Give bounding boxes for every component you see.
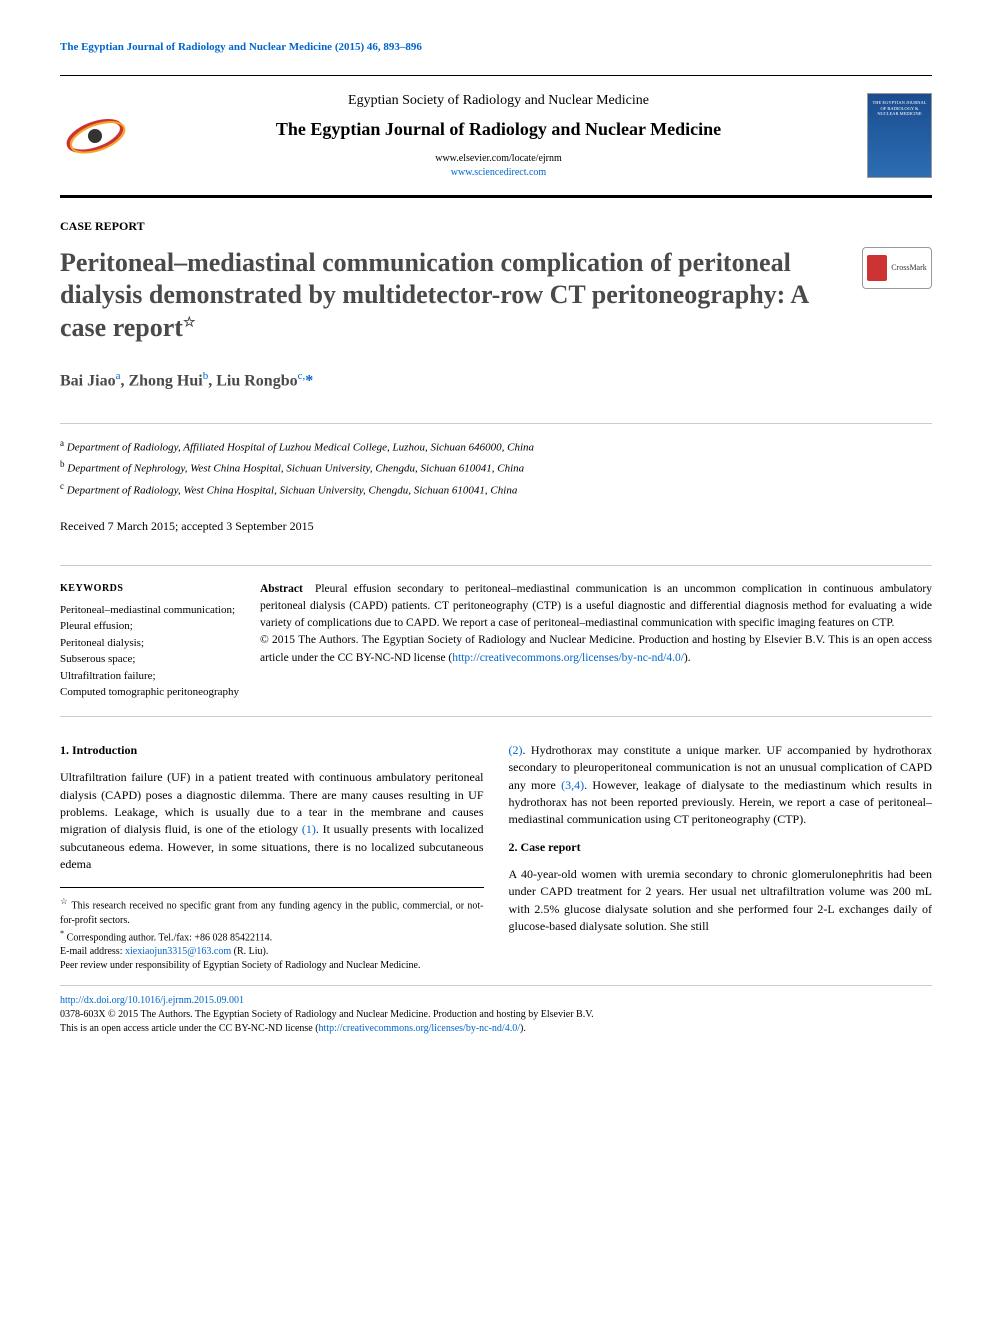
corresponding-asterisk: * bbox=[305, 373, 313, 390]
footnote-email: E-mail address: xiexiaojun3315@163.com (… bbox=[60, 945, 484, 959]
email-link[interactable]: xiexiaojun3315@163.com bbox=[125, 946, 231, 957]
footnote-peer-review: Peer review under responsibility of Egyp… bbox=[60, 959, 484, 973]
page-footer: http://dx.doi.org/10.1016/j.ejrnm.2015.0… bbox=[60, 985, 932, 1036]
footnote-funding: ☆ This research received no specific gra… bbox=[60, 896, 484, 927]
cc-license-link[interactable]: http://creativecommons.org/licenses/by-n… bbox=[452, 652, 684, 664]
ref-2[interactable]: (2) bbox=[509, 743, 523, 757]
authors: Bai Jiaoa, Zhong Huib, Liu Rongboc,* bbox=[60, 369, 932, 393]
doi-link[interactable]: http://dx.doi.org/10.1016/j.ejrnm.2015.0… bbox=[60, 994, 932, 1008]
title-text: Peritoneal–mediastinal communication com… bbox=[60, 248, 808, 342]
section-2-heading: 2. Case report bbox=[509, 839, 933, 856]
title-row: Peritoneal–mediastinal communication com… bbox=[60, 247, 932, 345]
intro-continuation: (2). Hydrothorax may constitute a unique… bbox=[509, 742, 933, 829]
author-3: Liu Rongbo bbox=[216, 373, 297, 390]
footer-issn: 0378-603X © 2015 The Authors. The Egypti… bbox=[60, 1008, 932, 1022]
footnote-corresponding: * Corresponding author. Tel./fax: +86 02… bbox=[60, 928, 484, 945]
body-column-right: (2). Hydrothorax may constitute a unique… bbox=[509, 742, 933, 973]
page-container: The Egyptian Journal of Radiology and Nu… bbox=[0, 0, 992, 1076]
abstract-column: Abstract Pleural effusion secondary to p… bbox=[260, 581, 932, 701]
body-column-left: 1. Introduction Ultrafiltration failure … bbox=[60, 742, 484, 973]
affiliation-c: c Department of Radiology, West China Ho… bbox=[60, 479, 932, 500]
author-2: Zhong Hui bbox=[128, 373, 202, 390]
journal-title: The Egyptian Journal of Radiology and Nu… bbox=[150, 117, 847, 142]
society-name: Egyptian Society of Radiology and Nuclea… bbox=[150, 91, 847, 111]
journal-header: Egyptian Society of Radiology and Nuclea… bbox=[60, 75, 932, 198]
crossmark-label: CrossMark bbox=[891, 262, 927, 273]
crossmark-icon bbox=[867, 255, 887, 281]
abstract-text: Pleural effusion secondary to peritoneal… bbox=[260, 583, 932, 630]
footer-cc-link[interactable]: http://creativecommons.org/licenses/by-n… bbox=[319, 1023, 520, 1034]
crossmark-badge[interactable]: CrossMark bbox=[862, 247, 932, 289]
copyright-close: ). bbox=[684, 652, 691, 664]
ref-3-4[interactable]: (3,4) bbox=[561, 778, 584, 792]
abstract-label: Abstract bbox=[260, 583, 303, 595]
keywords-heading: KEYWORDS bbox=[60, 581, 240, 596]
publisher-logo bbox=[60, 101, 130, 171]
article-type: CASE REPORT bbox=[60, 218, 932, 235]
body-columns: 1. Introduction Ultrafiltration failure … bbox=[60, 742, 932, 973]
title-footnote-star: ☆ bbox=[183, 315, 196, 330]
author-1: Bai Jiao bbox=[60, 373, 116, 390]
journal-cover-thumbnail: THE EGYPTIAN JOURNAL OF RADIOLOGY & NUCL… bbox=[867, 93, 932, 178]
header-citation: The Egyptian Journal of Radiology and Nu… bbox=[60, 40, 932, 55]
author-2-sup: b bbox=[203, 370, 209, 382]
keywords-list: Peritoneal–mediastinal communication; Pl… bbox=[60, 602, 240, 701]
article-title: Peritoneal–mediastinal communication com… bbox=[60, 247, 842, 345]
abstract-block: KEYWORDS Peritoneal–mediastinal communic… bbox=[60, 565, 932, 717]
footer-cc: This is an open access article under the… bbox=[60, 1022, 932, 1036]
affiliations: a Department of Radiology, Affiliated Ho… bbox=[60, 423, 932, 500]
cover-title: THE EGYPTIAN JOURNAL OF RADIOLOGY & NUCL… bbox=[872, 100, 927, 116]
section-1-heading: 1. Introduction bbox=[60, 742, 484, 759]
author-1-sup: a bbox=[116, 370, 121, 382]
journal-link-elsevier[interactable]: www.elsevier.com/locate/ejrnm bbox=[435, 153, 562, 164]
affiliation-a: a Department of Radiology, Affiliated Ho… bbox=[60, 436, 932, 457]
case-report-paragraph: A 40-year-old women with uremia secondar… bbox=[509, 866, 933, 936]
intro-paragraph: Ultrafiltration failure (UF) in a patien… bbox=[60, 769, 484, 873]
keywords-column: KEYWORDS Peritoneal–mediastinal communic… bbox=[60, 581, 240, 701]
ref-1[interactable]: (1) bbox=[302, 822, 316, 836]
affiliation-b: b Department of Nephrology, West China H… bbox=[60, 457, 932, 478]
journal-link-sciencedirect[interactable]: www.sciencedirect.com bbox=[451, 167, 546, 178]
journal-links: www.elsevier.com/locate/ejrnm www.scienc… bbox=[150, 152, 847, 180]
footnotes: ☆ This research received no specific gra… bbox=[60, 887, 484, 973]
journal-center: Egyptian Society of Radiology and Nuclea… bbox=[130, 91, 867, 180]
article-dates: Received 7 March 2015; accepted 3 Septem… bbox=[60, 518, 932, 535]
